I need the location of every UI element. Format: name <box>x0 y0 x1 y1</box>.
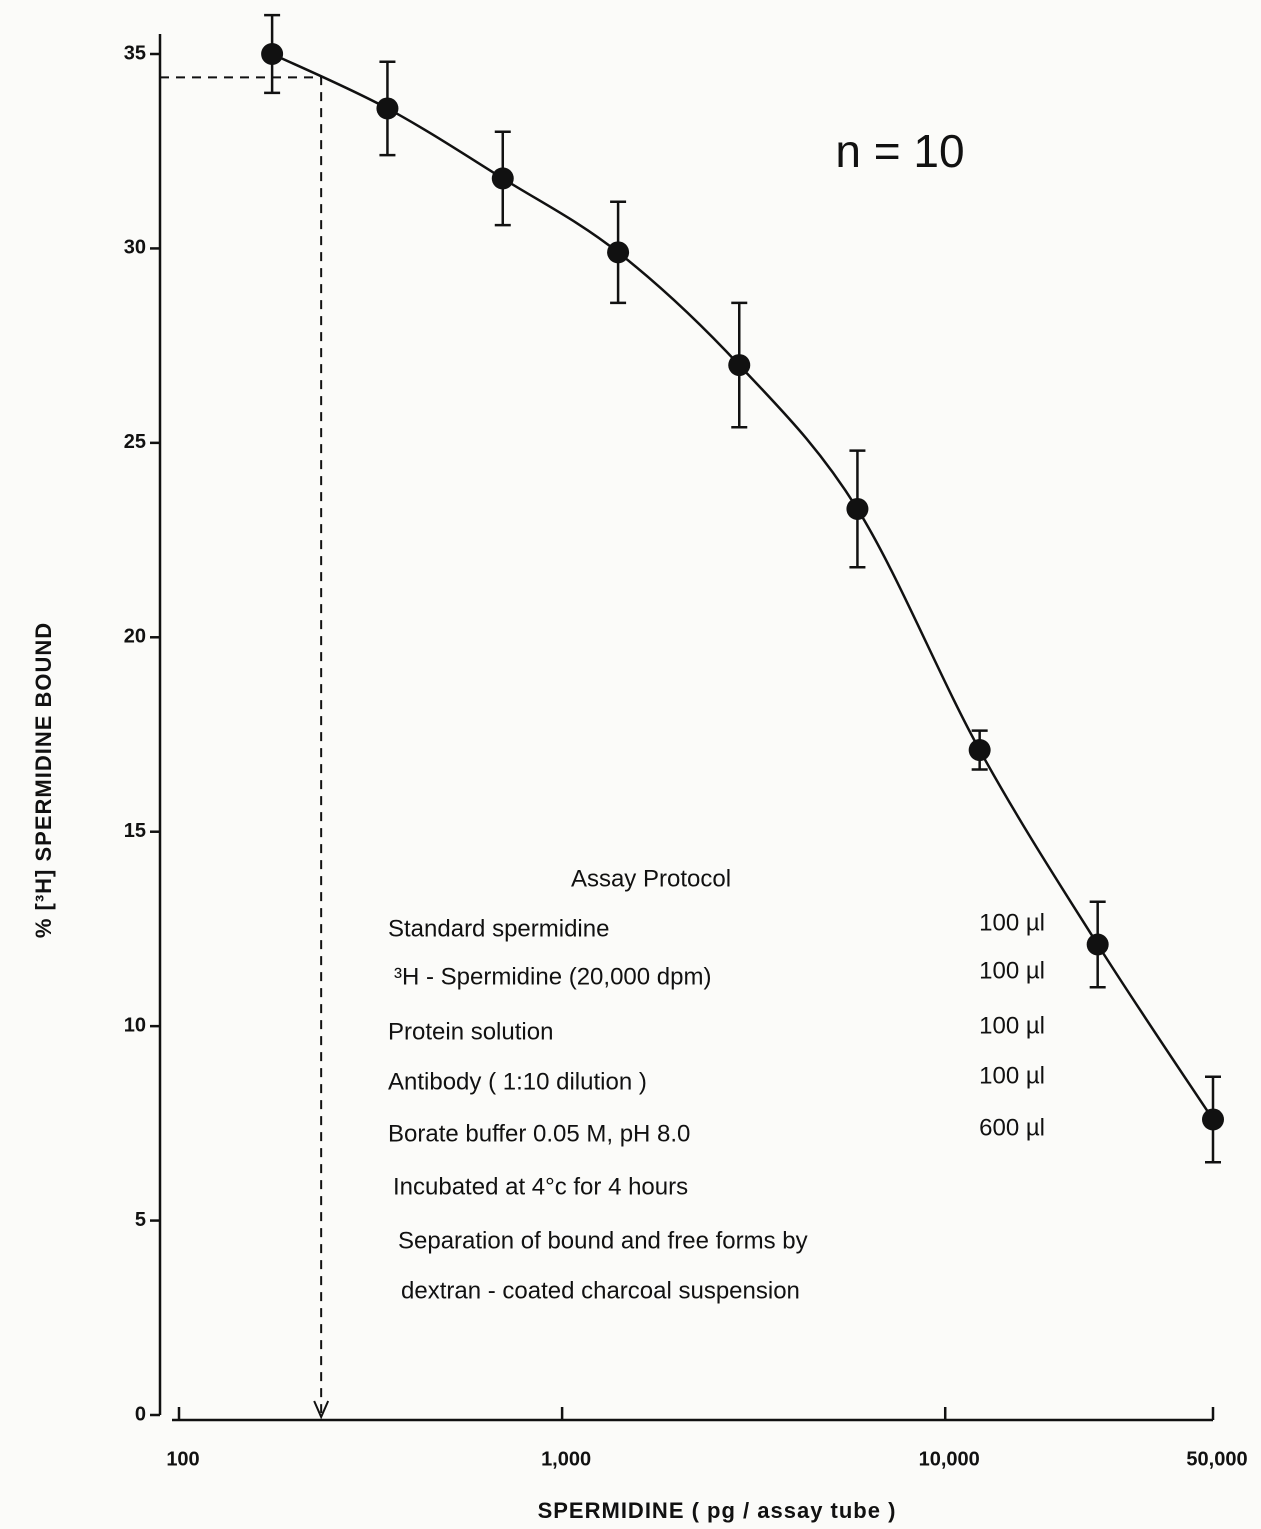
data-point <box>607 241 629 263</box>
protocol-item: ³H - Spermidine (20,000 dpm) <box>394 963 711 990</box>
protocol-title: Assay Protocol <box>571 865 731 892</box>
protocol-amount: 100 µl <box>979 957 1045 984</box>
y-tick-label: 15 <box>124 820 146 842</box>
y-tick-label: 20 <box>124 626 146 648</box>
data-point <box>1202 1108 1224 1130</box>
fit-curve <box>272 54 1213 1119</box>
x-tick-label: 50,000 <box>1186 1448 1247 1470</box>
data-point <box>846 498 868 520</box>
chart: n = 10 SPERMIDINE ( pg / assay tube ) % … <box>0 0 1261 1529</box>
data-point <box>728 354 750 376</box>
data-point <box>261 43 283 65</box>
protocol-amount: 100 µl <box>979 1012 1045 1039</box>
y-tick-label: 5 <box>135 1209 146 1231</box>
y-tick-label: 30 <box>124 237 146 259</box>
protocol-item: Protein solution <box>388 1018 553 1045</box>
data-point <box>969 739 991 761</box>
protocol-amount: 600 µl <box>979 1114 1045 1141</box>
y-tick-label: 35 <box>124 42 146 64</box>
protocol-item: Borate buffer 0.05 M, pH 8.0 <box>388 1120 690 1147</box>
x-tick-label: 10,000 <box>919 1448 980 1470</box>
protocol-note: dextran - coated charcoal suspension <box>401 1277 800 1304</box>
reference-line <box>160 77 321 1413</box>
y-tick-label: 25 <box>124 431 146 453</box>
annotation: n = 10 <box>835 125 964 177</box>
protocol-amount: 100 µl <box>979 1062 1045 1089</box>
x-tick-label: 1,000 <box>541 1448 591 1470</box>
y-axis-label: % [³H] SPERMIDINE BOUND <box>31 622 56 938</box>
data-point <box>1087 933 1109 955</box>
y-tick-label: 10 <box>124 1014 146 1036</box>
x-tick-label: 100 <box>166 1448 199 1470</box>
protocol-note: Incubated at 4°c for 4 hours <box>393 1173 688 1200</box>
protocol-note: Separation of bound and free forms by <box>398 1227 808 1254</box>
protocol-amount: 100 µl <box>979 909 1045 936</box>
protocol-item: Antibody ( 1:10 dilution ) <box>388 1068 647 1095</box>
protocol-item: Standard spermidine <box>388 915 609 942</box>
data-point <box>492 167 514 189</box>
data-point <box>376 97 398 119</box>
x-axis-label: SPERMIDINE ( pg / assay tube ) <box>538 1498 897 1523</box>
y-tick-label: 0 <box>135 1403 146 1425</box>
